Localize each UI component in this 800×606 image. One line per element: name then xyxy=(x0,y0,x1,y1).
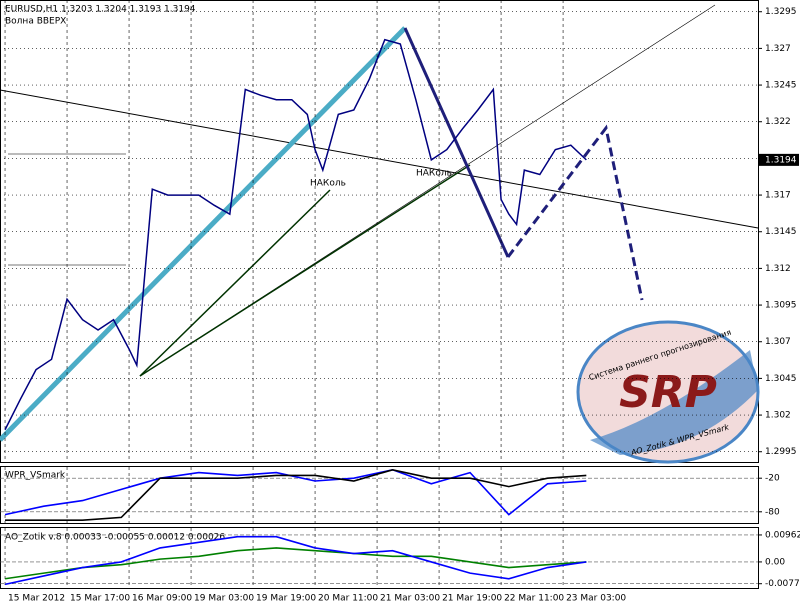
logo-ellipse xyxy=(576,320,760,464)
y-tick-label: 0.00 xyxy=(765,557,785,567)
annotation: НАКоль xyxy=(416,169,452,179)
logo: SRP Система раннего прогнозирования AO_Z… xyxy=(576,320,760,464)
chart-title: EURUSD,H1 1.3203 1.3204 1.3193 1.3194 xyxy=(5,5,196,15)
x-tick-label: 15 Mar 17:00 xyxy=(70,594,130,604)
y-tick-label: 1.327 xyxy=(765,44,791,54)
x-tick-label: 21 Mar 03:00 xyxy=(380,594,440,604)
y-tick-label: -20 xyxy=(765,474,780,484)
x-tick-label: 21 Mar 19:00 xyxy=(442,594,502,604)
y-tick-label: 1.3295 xyxy=(765,7,797,17)
y-tick-label: 1.3245 xyxy=(765,81,797,91)
wave-line xyxy=(403,27,510,258)
series-line xyxy=(4,535,587,586)
series-line xyxy=(4,468,587,516)
y-tick-label: -0.00777 xyxy=(765,579,800,589)
y-tick-label: 1.307 xyxy=(765,337,791,347)
y-tick-label: 1.3045 xyxy=(765,374,797,384)
series-line xyxy=(4,38,587,431)
series-line xyxy=(4,547,587,580)
annotation: НАКоль xyxy=(310,179,346,189)
y-tick-label: 1.302 xyxy=(765,411,791,421)
y-tick-label: 1.322 xyxy=(765,117,791,127)
fan-line xyxy=(139,164,471,377)
wpr-pane xyxy=(0,466,759,524)
logo-title: SRP xyxy=(619,367,717,418)
price-label-box xyxy=(759,153,799,166)
drawn-objects xyxy=(0,4,759,442)
x-tick-label: 19 Mar 03:00 xyxy=(194,594,254,604)
y-tick-label: 0.00962 xyxy=(765,530,800,540)
x-tick-label: 20 Mar 11:00 xyxy=(318,594,378,604)
wave-line xyxy=(0,26,407,442)
y-tick-label: -80 xyxy=(765,507,780,517)
x-tick-label: 22 Mar 11:00 xyxy=(504,594,564,604)
fan-line xyxy=(139,189,331,377)
logo-swoosh xyxy=(590,350,758,455)
y-tick-label: 1.3095 xyxy=(765,301,797,311)
chart-subtitle: Волна ВВЕРХ xyxy=(5,17,66,27)
y-tick-label: 1.317 xyxy=(765,191,791,201)
forecast-line xyxy=(506,124,644,301)
x-tick-label: 19 Mar 19:00 xyxy=(256,594,316,604)
y-tick-label: 1.2995 xyxy=(765,447,797,457)
y-tick-label: 1.312 xyxy=(765,264,791,274)
trend-line xyxy=(0,89,759,229)
x-tick-label: 16 Mar 09:00 xyxy=(132,594,192,604)
x-tick-label: 15 Mar 2012 xyxy=(8,594,65,604)
ao-pane xyxy=(0,527,759,589)
series-line xyxy=(5,468,587,521)
pane-title: AO_Zotik v.8 0.00033 -0.00055 0.00012 0.… xyxy=(5,533,225,543)
x-tick-label: 23 Mar 03:00 xyxy=(566,594,626,604)
price-label: 1.3194 xyxy=(765,155,797,165)
y-tick-label: 1.3145 xyxy=(765,227,797,237)
pane-title: WPR_VSmark xyxy=(5,471,66,481)
